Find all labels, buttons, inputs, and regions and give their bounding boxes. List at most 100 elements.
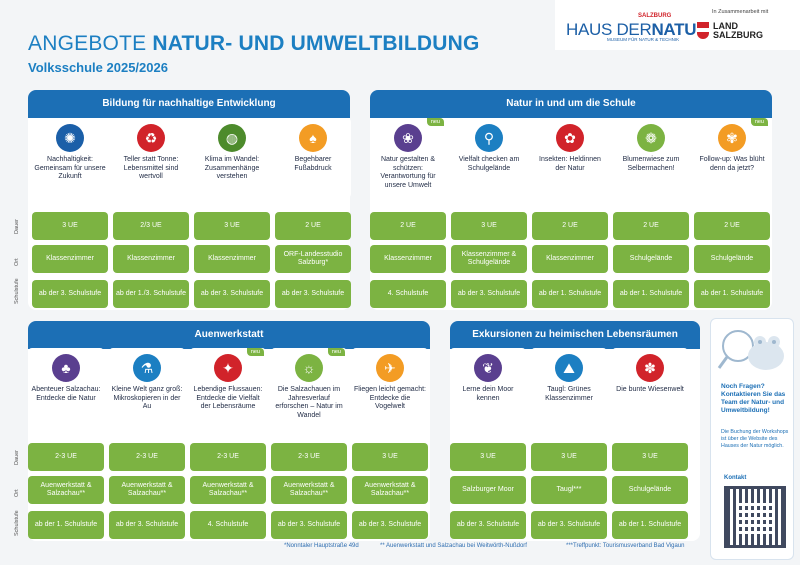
location-pill: Schulgelände <box>694 245 770 273</box>
trash-can-icon: ♻ <box>137 124 165 152</box>
offer-title: Vielfalt checken am Schulgelände <box>458 156 520 172</box>
offer-card[interactable]: ✽ Die bunte Wiesenwelt <box>612 348 688 428</box>
row-label-ort: Ort <box>14 258 20 266</box>
offer-title: Follow-up: Was blüht denn da jetzt? <box>699 156 765 172</box>
grade-pill: ab der 1. Schulstufe <box>28 511 104 539</box>
duration-pill: 2 UE <box>370 212 446 240</box>
offer-card[interactable]: ☼ Die Salzachauen im Jahresverlauf erfors… <box>271 348 347 428</box>
duration-pill: 2 UE <box>275 212 351 240</box>
offer-card[interactable]: ♻ Teller statt Tonne: Lebensmittel sind w… <box>113 118 189 198</box>
offer-card[interactable]: ✾ Follow-up: Was blüht denn da jetzt? neu <box>694 118 770 198</box>
duration-pill: 3 UE <box>531 443 607 471</box>
offer-card[interactable]: ❦ Lerne dein Moor kennen <box>450 348 526 428</box>
tree-icon: ♣ <box>52 354 80 382</box>
offer-card[interactable]: ✈ Fliegen leicht gemacht: Entdecke die Vo… <box>352 348 428 428</box>
section-title-auenwerkstatt: Auenwerkstatt <box>28 321 430 349</box>
location-pill: ORF-Landesstudio Salzburg* <box>275 245 351 273</box>
logo-area <box>555 0 800 50</box>
grade-pill: ab der 3. Schulstufe <box>275 280 351 308</box>
footnote-orf: *Nonntaler Hauptstraße 49d <box>284 543 359 549</box>
row-label-dauer: Dauer <box>14 450 20 465</box>
location-pill: Schulgelände <box>612 476 688 504</box>
grade-pill: ab der 3. Schulstufe <box>194 280 270 308</box>
offer-card[interactable]: ♠ Begehbarer Fußabdruck <box>275 118 351 198</box>
offer-card[interactable]: ⚗ Kleine Welt ganz groß: Mikroskopieren i… <box>109 348 185 428</box>
section-title-exkursionen: Exkursionen zu heimischen Lebensräumen <box>450 321 700 349</box>
seasons-icon: ☼ <box>295 354 323 382</box>
duration-pill: 3 UE <box>32 212 108 240</box>
location-pill: Klassenzimmer <box>370 245 446 273</box>
offer-card[interactable]: ❀ Natur gestalten & schützen: Verantwortu… <box>370 118 446 198</box>
new-badge: neu <box>327 348 345 356</box>
location-pill: Auenwerkstatt & Salzachau** <box>271 476 347 504</box>
location-pill: Schulgelände <box>613 245 689 273</box>
offer-title: Kleine Welt ganz groß: Mikroskopieren in… <box>111 386 183 410</box>
land-salzburg-crest-icon <box>697 22 709 39</box>
offer-title: Begehbarer Fußabdruck <box>294 156 332 172</box>
offer-card[interactable]: ◍ Klima im Wandel: Zusammenhänge verstehe… <box>194 118 270 198</box>
section-title-natur-schule: Natur in und um die Schule <box>370 90 772 118</box>
duration-pill: 2 UE <box>613 212 689 240</box>
duration-pill: 2 UE <box>532 212 608 240</box>
frog-magnifier-icon <box>717 330 784 370</box>
grade-pill: ab der 3. Schulstufe <box>109 511 185 539</box>
duration-pill: 2-3 UE <box>190 443 266 471</box>
footnote-taugl: ***Treffpunkt: Tourismusverband Bad Viga… <box>566 543 685 549</box>
duration-pill: 3 UE <box>612 443 688 471</box>
land-salzburg-logo: LAND SALZBURG <box>713 21 763 40</box>
location-pill: Salzburger Moor <box>450 476 526 504</box>
offer-card[interactable]: ✺ Nachhaltigkeit: Gemeinsam für unsere Zu… <box>32 118 108 198</box>
offer-title: Blumenwiese zum Selbermachen! <box>622 156 680 172</box>
duration-pill: 2/3 UE <box>113 212 189 240</box>
row-label-ort: Ort <box>14 489 20 497</box>
offer-title: Abenteuer Salzachau: Entdecke die Natur <box>31 386 101 402</box>
location-pill: Klassenzimmer <box>113 245 189 273</box>
duration-pill: 2-3 UE <box>28 443 104 471</box>
contact-question: Noch Fragen? Kontaktieren Sie das Team d… <box>721 383 786 414</box>
offer-card[interactable]: ✦ Lebendige Flussauen: Entdecke die Vielf… <box>190 348 266 428</box>
qr-code-pattern <box>738 500 772 534</box>
grade-pill: ab der 1. Schulstufe <box>613 280 689 308</box>
grade-pill: ab der 3. Schulstufe <box>450 511 526 539</box>
offer-card[interactable]: ♣ Abenteuer Salzachau: Entdecke die Natur <box>28 348 104 428</box>
bird-icon: ✈ <box>376 354 404 382</box>
duration-pill: 3 UE <box>450 443 526 471</box>
cooperation-text: In Zusammenarbeit mit <box>712 9 769 15</box>
duration-pill: 3 UE <box>451 212 527 240</box>
location-pill: Klassenzimmer <box>32 245 108 273</box>
duration-pill: 3 UE <box>352 443 428 471</box>
section-title-bne: Bildung für nachhaltige Entwicklung <box>28 90 350 118</box>
sdg-wheel-icon: ✺ <box>56 124 84 152</box>
haus-der-natur-logo[interactable]: HAUS DERNATUR <box>566 20 709 39</box>
new-badge: neu <box>750 118 768 126</box>
grade-pill: ab der 3. Schulstufe <box>531 511 607 539</box>
offer-card[interactable]: ⛰ Taugl: Grünes Klassenzimmer <box>531 348 607 428</box>
grade-pill: ab der 3. Schulstufe <box>451 280 527 308</box>
duration-pill: 2-3 UE <box>109 443 185 471</box>
offer-card[interactable]: ✿ Insekten: Heldinnen der Natur <box>532 118 608 198</box>
globe-icon: ◍ <box>218 124 246 152</box>
row-label-schulstufe: Schulstufe <box>14 278 20 304</box>
location-pill: Klassenzimmer & Schulgelände <box>451 245 527 273</box>
grade-pill: ab der 1. Schulstufe <box>612 511 688 539</box>
ladybug-icon: ✿ <box>556 124 584 152</box>
grade-pill: ab der 3. Schulstufe <box>32 280 108 308</box>
magnifier-icon: ⚲ <box>475 124 503 152</box>
offer-card[interactable]: ⚲ Vielfalt checken am Schulgelände <box>451 118 527 198</box>
row-label-dauer: Dauer <box>14 219 20 234</box>
logo-salzburg-label: SALZBURG <box>638 13 672 19</box>
offer-card[interactable]: ❁ Blumenwiese zum Selbermachen! <box>613 118 689 198</box>
footnote-auenwerkstatt: ** Auenwerkstatt und Salzachau bei Weitw… <box>380 543 527 549</box>
moor-icon: ❦ <box>474 354 502 382</box>
new-badge: neu <box>426 118 444 126</box>
location-pill: Auenwerkstatt & Salzachau** <box>28 476 104 504</box>
offer-title: Die Salzachauen im Jahresverlauf erforsc… <box>275 386 343 419</box>
grade-pill: 4. Schulstufe <box>190 511 266 539</box>
page-title: ANGEBOTE NATUR- UND UMWELTBILDUNG <box>28 32 480 55</box>
offer-title: Natur gestalten & schützen: Verantwortun… <box>380 156 436 189</box>
offer-title: Klima im Wandel: Zusammenhänge verstehen <box>204 156 260 180</box>
offer-title: Taugl: Grünes Klassenzimmer <box>545 386 593 402</box>
location-pill: Auenwerkstatt & Salzachau** <box>109 476 185 504</box>
offer-title: Fliegen leicht gemacht: Entdecke die Vog… <box>354 386 426 410</box>
flower-icon: ❁ <box>637 124 665 152</box>
